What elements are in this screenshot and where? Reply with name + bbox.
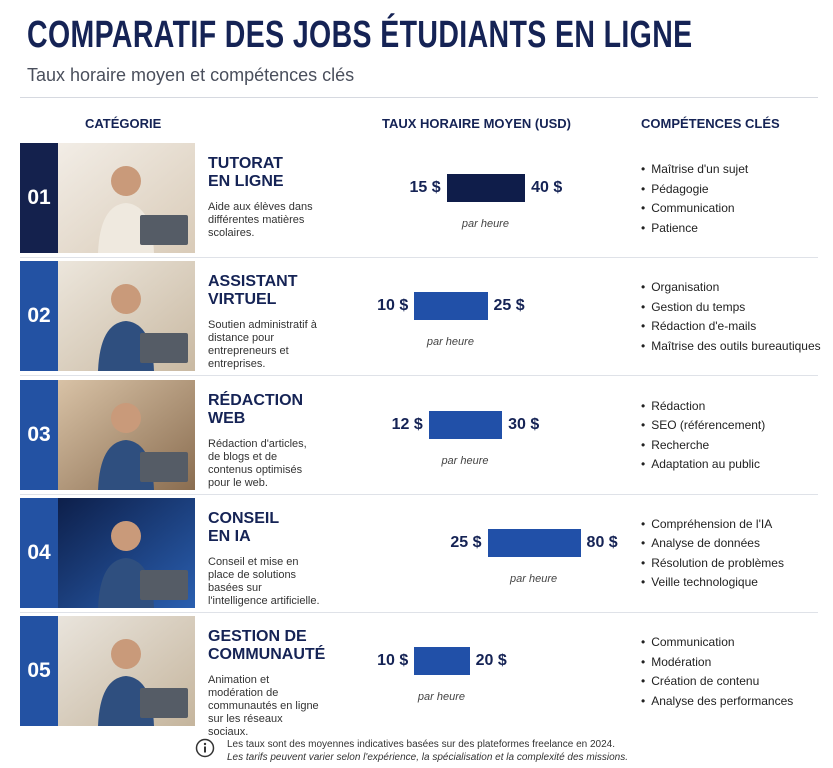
row-separator: [20, 493, 818, 495]
row-separator: [20, 257, 818, 258]
row-description: Aide aux élèves dans différentes matière…: [208, 201, 313, 239]
skill: Création de contenu: [641, 674, 759, 688]
row-description: Conseil et mise en place de solutions ba…: [208, 555, 320, 607]
row-title: TUTORAT: [208, 155, 283, 172]
skill: Rédaction: [641, 399, 705, 413]
row-title: EN LIGNE: [208, 173, 284, 190]
column-header: COMPÉTENCES CLÉS: [641, 116, 780, 131]
row-title: ASSISTANT: [208, 273, 298, 291]
rate-unit: par heure: [441, 454, 489, 467]
photo: [58, 497, 195, 608]
rate-max: 80 $: [586, 533, 618, 551]
skill: Compréhension de l'IA: [641, 517, 772, 531]
skill: Patience: [641, 221, 698, 235]
skill: Résolution de problèmes: [641, 556, 784, 570]
rate-bar: [487, 528, 581, 557]
photo: [58, 616, 195, 727]
row-number: 02: [20, 261, 58, 372]
skill: Analyse des performances: [641, 694, 793, 708]
row-title: GESTION DE: [208, 628, 307, 646]
rate-max: 30 $: [508, 415, 540, 433]
row-number: 04: [20, 497, 58, 608]
skill: SEO (référencement): [641, 418, 765, 432]
rate-bar: [414, 647, 470, 676]
skill: Rédaction d'e-mails: [641, 319, 756, 333]
row-separator: [20, 611, 818, 613]
skill: Analyse de données: [641, 536, 760, 550]
rate-min: 15 $: [409, 179, 441, 196]
photo: [58, 261, 195, 372]
rate-min: 10 $: [377, 297, 409, 315]
row-title: RÉDACTION: [208, 391, 304, 409]
footnote: Les tarifs peuvent varier selon l'expéri…: [227, 752, 628, 763]
row-number: 03: [20, 379, 58, 490]
rate-unit: par heure: [510, 572, 558, 585]
rate-min: 25 $: [450, 533, 482, 551]
row-description: Soutien administratif à distance pour en…: [208, 319, 317, 371]
column-header: CATÉGORIE: [85, 116, 162, 131]
skill: Gestion du temps: [641, 300, 745, 314]
rate-bar: [428, 410, 503, 439]
rate-unit: par heure: [461, 218, 509, 230]
rate-min: 10 $: [377, 652, 409, 670]
skill: Pédagogie: [641, 182, 708, 196]
skill: Modération: [641, 655, 711, 669]
rate-bar: [414, 292, 488, 321]
photo: [58, 379, 195, 490]
row-number: 05: [20, 616, 58, 727]
column-header: TAUX HORAIRE MOYEN (USD): [382, 116, 571, 131]
info-icon: [195, 738, 215, 758]
rate-max: 25 $: [493, 297, 525, 315]
subtitle: Taux horaire moyen et compétences clés: [27, 65, 355, 85]
skill: Communication: [641, 635, 734, 649]
skill: Organisation: [641, 280, 719, 294]
skill: Maîtrise des outils bureautiques: [641, 339, 820, 353]
row-title: CONSEIL: [208, 509, 280, 527]
rate-bar: [446, 174, 526, 202]
row-title: WEB: [208, 409, 246, 427]
rate-unit: par heure: [417, 691, 466, 704]
row-number: 01: [20, 143, 58, 253]
row-description: Rédaction d'articles, de blogs et de con…: [208, 437, 307, 489]
divider: [20, 97, 818, 98]
rate-max: 40 $: [531, 179, 563, 196]
skill: Veille technologique: [641, 575, 758, 589]
row-title: EN IA: [208, 527, 251, 545]
skill: Recherche: [641, 438, 709, 452]
rate-min: 12 $: [391, 415, 423, 433]
skill: Communication: [641, 201, 734, 215]
title: COMPARATIF DES JOBS ÉTUDIANTS EN LIGNE: [27, 14, 693, 56]
rate-unit: par heure: [426, 336, 474, 349]
row-title: COMMUNAUTÉ: [208, 646, 326, 664]
row-separator: [20, 375, 818, 377]
row-title: VIRTUEL: [208, 291, 277, 309]
row-description: Animation et modération de communautés e…: [208, 674, 319, 739]
skill: Maîtrise d'un sujet: [641, 162, 748, 176]
rate-max: 20 $: [475, 652, 507, 670]
footnote: Les taux sont des moyennes indicatives b…: [227, 739, 616, 750]
photo: [58, 143, 195, 253]
skill: Adaptation au public: [641, 457, 760, 471]
